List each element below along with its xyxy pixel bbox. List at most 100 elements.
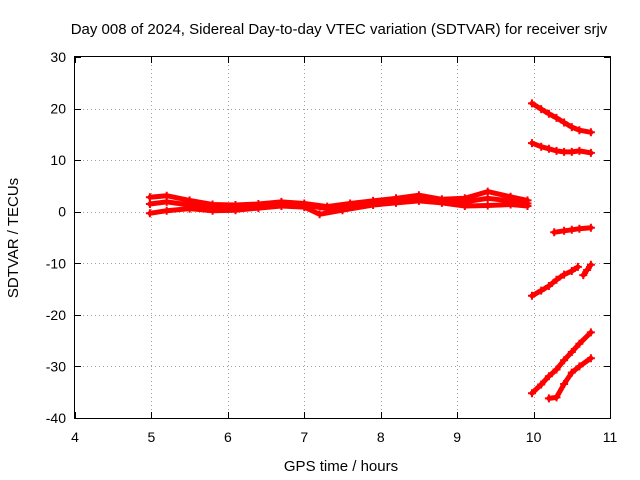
data-point xyxy=(544,394,553,403)
data-point xyxy=(544,144,553,153)
series-layer xyxy=(145,99,595,403)
data-point xyxy=(460,202,469,210)
data-point xyxy=(552,365,561,374)
data-point xyxy=(185,204,194,213)
data-point xyxy=(506,200,515,209)
data-point xyxy=(573,262,582,271)
data-point xyxy=(560,147,569,156)
x-tick-label: 4 xyxy=(71,429,79,445)
data-point xyxy=(583,266,592,274)
data-point xyxy=(586,148,595,157)
data-point xyxy=(315,210,324,219)
y-tick-label: -20 xyxy=(46,307,66,323)
data-point xyxy=(560,118,569,127)
data-point xyxy=(162,206,171,215)
chart-title: Day 008 of 2024, Sidereal Day-to-day VTE… xyxy=(71,21,608,38)
data-point xyxy=(369,201,378,209)
data-point xyxy=(552,393,561,402)
data-point xyxy=(575,339,584,348)
data-point xyxy=(575,146,584,155)
data-point xyxy=(586,354,595,363)
data-point xyxy=(483,194,492,203)
x-tick-label: 11 xyxy=(603,429,618,445)
data-point xyxy=(552,146,561,155)
y-tick-label: 10 xyxy=(50,152,66,168)
data-point xyxy=(575,126,584,135)
data-point xyxy=(437,198,446,207)
data-series-6 xyxy=(550,223,595,237)
data-point xyxy=(579,271,588,280)
data-point xyxy=(414,196,423,205)
data-point xyxy=(567,225,576,234)
y-tick-label: 30 xyxy=(50,49,66,65)
x-tick-label: 5 xyxy=(148,429,156,445)
series-trace xyxy=(546,355,594,401)
data-point xyxy=(552,113,561,122)
data-series-4 xyxy=(528,99,595,137)
data-point xyxy=(586,260,595,269)
data-point xyxy=(567,123,576,132)
x-tick-label: 10 xyxy=(526,429,542,445)
data-point xyxy=(560,270,569,279)
data-point xyxy=(528,389,536,398)
series-trace xyxy=(529,329,594,396)
data-point xyxy=(537,380,546,389)
data-point xyxy=(544,109,553,118)
data-series-5 xyxy=(528,139,595,157)
data-point xyxy=(560,226,569,235)
data-point xyxy=(523,202,532,210)
data-point xyxy=(552,275,561,284)
y-tick-label: 0 xyxy=(58,204,66,220)
x-tick-label: 9 xyxy=(453,429,461,445)
y-tick-label: -10 xyxy=(46,255,66,271)
data-point xyxy=(537,286,546,295)
data-point xyxy=(586,328,595,337)
axis-ticks: 4 5 6 7 8 9 10 11 -40 -30 -20 -10 0 10 20 30 xyxy=(46,49,618,445)
y-tick-label: 20 xyxy=(50,101,66,117)
data-point xyxy=(277,202,286,210)
data-point xyxy=(567,267,576,275)
data-point xyxy=(537,105,546,114)
data-point xyxy=(560,356,569,365)
data-point xyxy=(544,372,553,381)
grid xyxy=(75,57,610,418)
data-series-7 xyxy=(528,262,582,300)
y-tick-label: -40 xyxy=(46,410,66,426)
data-point xyxy=(392,198,400,207)
x-axis-label: GPS time / hours xyxy=(284,458,398,475)
data-point xyxy=(575,224,584,233)
y-axis-label: SDTVAR / TECUs xyxy=(5,178,22,298)
data-series-3 xyxy=(145,196,532,219)
x-tick-label: 7 xyxy=(300,429,308,445)
data-point xyxy=(208,206,217,215)
data-point xyxy=(528,139,536,148)
x-tick-label: 6 xyxy=(224,429,232,445)
data-point xyxy=(145,209,154,218)
data-point xyxy=(528,99,536,108)
data-point xyxy=(550,228,559,237)
data-point xyxy=(586,128,595,137)
data-point xyxy=(586,223,595,232)
data-point xyxy=(560,380,569,388)
data-point xyxy=(145,200,154,208)
data-point xyxy=(537,142,546,151)
data-point xyxy=(254,204,263,213)
data-point xyxy=(300,203,309,212)
x-tick-label: 8 xyxy=(377,429,385,445)
data-point xyxy=(575,362,584,371)
data-point xyxy=(528,291,536,300)
data-series-8 xyxy=(579,260,595,280)
plot-frame xyxy=(74,56,611,419)
data-point xyxy=(483,187,492,196)
y-tick-label: -30 xyxy=(46,358,66,374)
data-point xyxy=(567,147,576,156)
data-series-9 xyxy=(528,328,595,398)
data-point xyxy=(231,206,240,215)
data-point xyxy=(162,197,171,206)
data-point xyxy=(145,193,154,202)
data-point xyxy=(483,201,492,210)
data-point xyxy=(567,348,576,356)
data-series-10 xyxy=(544,354,595,403)
data-point xyxy=(567,368,576,377)
